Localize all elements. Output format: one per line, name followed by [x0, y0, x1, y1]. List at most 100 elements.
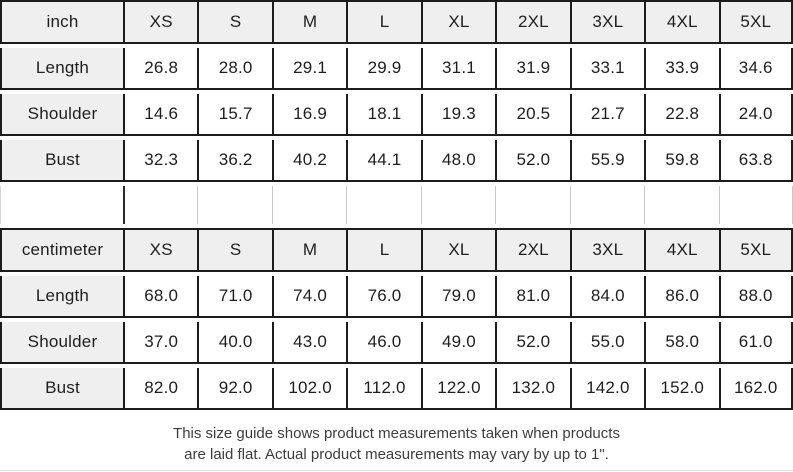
unit-header-cell: inch — [0, 0, 123, 44]
measurement-value-cell: 88.0 — [718, 276, 793, 318]
measurement-value-cell: 15.7 — [197, 94, 272, 136]
measurement-label-cell: Bust — [0, 140, 123, 182]
size-header-cell: 4XL — [644, 0, 719, 44]
measurement-value-cell: 68.0 — [123, 276, 198, 318]
spacer-cell — [718, 186, 793, 224]
measurement-value-cell: 26.8 — [123, 48, 198, 90]
spacer-cell — [197, 186, 271, 224]
measurement-value-cell: 28.0 — [197, 48, 272, 90]
measurement-value-cell: 162.0 — [718, 368, 793, 410]
measurement-value-cell: 43.0 — [271, 322, 347, 364]
measurement-value-cell: 34.6 — [718, 48, 793, 90]
measurement-value-cell: 142.0 — [569, 368, 645, 410]
measurement-value-cell: 59.8 — [644, 140, 719, 182]
measurement-value-cell: 32.3 — [123, 140, 198, 182]
size-header-cell: XL — [420, 228, 496, 272]
measurement-value-cell: 86.0 — [644, 276, 719, 318]
measurement-value-cell: 52.0 — [495, 140, 570, 182]
size-header-cell: 2XL — [495, 0, 570, 44]
spacer-cell — [0, 186, 123, 224]
size-header-cell: 3XL — [569, 0, 645, 44]
unit-header-cell: centimeter — [0, 228, 123, 272]
measurement-value-cell: 29.9 — [346, 48, 421, 90]
size-header-cell: XL — [420, 0, 496, 44]
measurement-value-cell: 29.1 — [271, 48, 347, 90]
size-header-cell: M — [271, 0, 347, 44]
measurement-value-cell: 112.0 — [346, 368, 421, 410]
size-header-cell: XS — [123, 0, 198, 44]
size-chart-body: inch XS S M L XL 2XL 3XL 4XL 5XL Length 26.8 28.0 29.… — [0, 0, 793, 410]
measurement-row: Bust 82.0 92.0 102.0 112.0 122.0 132.0 142.0 152… — [0, 368, 793, 410]
spacer-cell — [271, 186, 346, 224]
measurement-value-cell: 16.9 — [271, 94, 347, 136]
measurement-value-cell: 132.0 — [495, 368, 570, 410]
measurement-value-cell: 40.2 — [271, 140, 347, 182]
spacer-cell — [346, 186, 420, 224]
measurement-value-cell: 19.3 — [420, 94, 496, 136]
measurement-row: Shoulder 37.0 40.0 43.0 46.0 49.0 52.0 55.0 58.0… — [0, 322, 793, 364]
size-header-cell: 5XL — [718, 0, 793, 44]
size-header-cell: XS — [123, 228, 198, 272]
measurement-value-cell: 49.0 — [420, 322, 496, 364]
measurement-value-cell: 152.0 — [644, 368, 719, 410]
measurement-label-cell: Length — [0, 48, 123, 90]
measurement-value-cell: 37.0 — [123, 322, 198, 364]
measurement-value-cell: 18.1 — [346, 94, 421, 136]
measurement-value-cell: 122.0 — [420, 368, 496, 410]
spacer-row — [0, 186, 793, 224]
measurement-label-cell: Shoulder — [0, 94, 123, 136]
measurement-value-cell: 55.9 — [569, 140, 645, 182]
measurement-value-cell: 20.5 — [495, 94, 570, 136]
measurement-value-cell: 58.0 — [644, 322, 719, 364]
measurement-value-cell: 24.0 — [718, 94, 793, 136]
spacer-cell — [495, 186, 569, 224]
measurement-value-cell: 61.0 — [718, 322, 793, 364]
measurement-label-cell: Length — [0, 276, 123, 318]
measurement-value-cell: 76.0 — [346, 276, 421, 318]
measurement-value-cell: 33.9 — [644, 48, 719, 90]
size-header-cell: L — [346, 0, 421, 44]
measurement-row: Length 68.0 71.0 74.0 76.0 79.0 81.0 84.0 86.0 88… — [0, 276, 793, 318]
measurement-value-cell: 33.1 — [569, 48, 645, 90]
measurement-value-cell: 82.0 — [123, 368, 198, 410]
measurement-row: Length 26.8 28.0 29.1 29.9 31.1 31.9 33.1 33.9 34… — [0, 48, 793, 90]
measurement-value-cell: 48.0 — [420, 140, 496, 182]
measurement-value-cell: 71.0 — [197, 276, 272, 318]
spacer-cell — [420, 186, 495, 224]
note-line-2: are laid flat. Actual product measuremen… — [184, 446, 609, 464]
measurement-value-cell: 44.1 — [346, 140, 421, 182]
measurement-value-cell: 102.0 — [271, 368, 347, 410]
spacer-cell — [644, 186, 718, 224]
measurement-value-cell: 84.0 — [569, 276, 645, 318]
size-chart-table: inch XS S M L XL 2XL 3XL 4XL 5XL Length 26.8 28.0 29.… — [0, 0, 793, 410]
measurement-value-cell: 31.9 — [495, 48, 570, 90]
measurement-row: Bust 32.3 36.2 40.2 44.1 48.0 52.0 55.9 59.8 63.8 — [0, 140, 793, 182]
measurement-label-cell: Bust — [0, 368, 123, 410]
measurement-value-cell: 63.8 — [718, 140, 793, 182]
bottom-divider — [0, 470, 793, 471]
measurement-row: Shoulder 14.6 15.7 16.9 18.1 19.3 20.5 21.7 22.8… — [0, 94, 793, 136]
size-header-cell: 4XL — [644, 228, 719, 272]
measurement-value-cell: 81.0 — [495, 276, 570, 318]
measurement-value-cell: 21.7 — [569, 94, 645, 136]
measurement-value-cell: 46.0 — [346, 322, 421, 364]
size-header-cell: 3XL — [569, 228, 645, 272]
size-header-cell: L — [346, 228, 421, 272]
size-header-cell: M — [271, 228, 347, 272]
size-header-cell: S — [197, 228, 272, 272]
size-header-cell: 2XL — [495, 228, 570, 272]
measurement-value-cell: 55.0 — [569, 322, 645, 364]
measurement-value-cell: 79.0 — [420, 276, 496, 318]
size-header-cell: S — [197, 0, 272, 44]
measurement-value-cell: 74.0 — [271, 276, 347, 318]
measurement-value-cell: 31.1 — [420, 48, 496, 90]
note-line-1: This size guide shows product measuremen… — [173, 425, 620, 442]
spacer-cell — [123, 186, 197, 224]
size-header-cell: 5XL — [718, 228, 793, 272]
spacer-cell — [569, 186, 644, 224]
size-header-row-centimeter: centimeter XS S M L XL 2XL 3XL 4XL 5XL — [0, 228, 793, 272]
measurement-value-cell: 92.0 — [197, 368, 272, 410]
measurement-value-cell: 36.2 — [197, 140, 272, 182]
measurement-label-cell: Shoulder — [0, 322, 123, 364]
